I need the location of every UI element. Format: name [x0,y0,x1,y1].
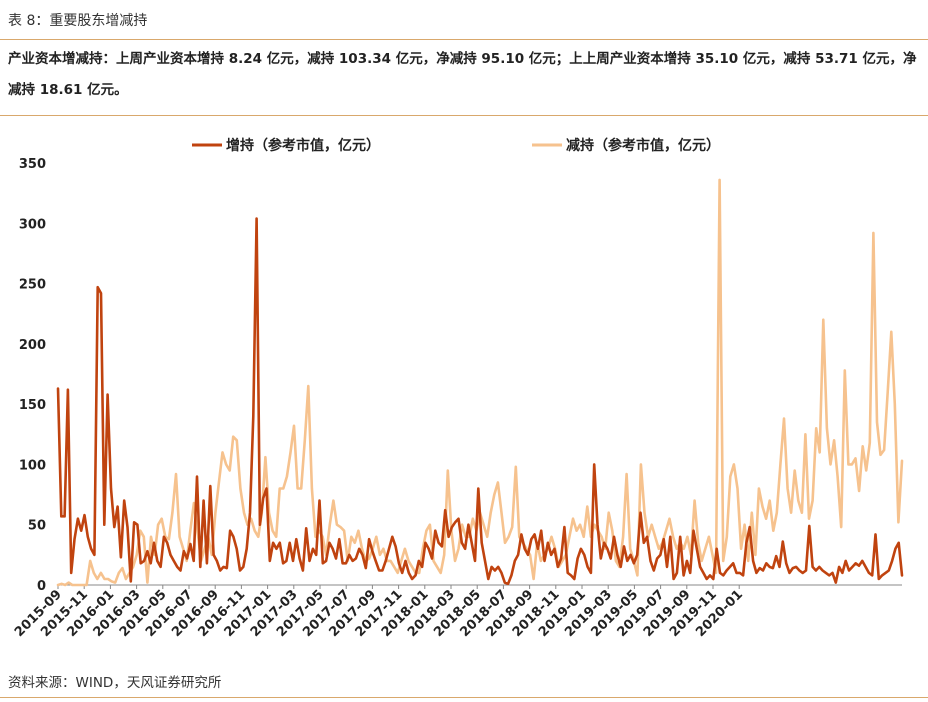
summary-text: 产业资本增减持：上周产业资本增持 8.24 亿元，减持 103.34 亿元，净减… [8,51,917,98]
table-caption: 表 8：重要股东增减持 [8,13,148,29]
series-lines [56,178,904,587]
y-tick-label: 150 [19,398,46,413]
y-tick-label: 250 [19,278,46,293]
series-line-0 [56,217,904,586]
line-chart: 增持（参考市值，亿元） 减持（参考市值，亿元） 0 50 100 150 200 250 30… [12,137,904,640]
y-tick-label: 350 [19,157,46,172]
bottom-rule [0,697,928,698]
y-axis: 0 50 100 150 200 250 300 350 [19,157,46,594]
y-tick-label: 300 [19,217,46,232]
top-rule [0,39,928,40]
chart-legend: 增持（参考市值，亿元） 减持（参考市值，亿元） [192,137,720,154]
y-tick-label: 100 [19,458,46,473]
source-note: 资料来源：WIND，天风证券研究所 [8,675,222,691]
y-tick-label: 0 [37,579,46,594]
legend-label-0: 增持（参考市值，亿元） [226,137,380,154]
y-tick-label: 200 [19,338,46,353]
x-axis: 2015-092015-112016-012016-032016-052016-… [12,584,902,640]
legend-label-1: 减持（参考市值，亿元） [566,137,720,154]
y-tick-label: 50 [28,519,46,534]
summary-rule [0,115,928,116]
